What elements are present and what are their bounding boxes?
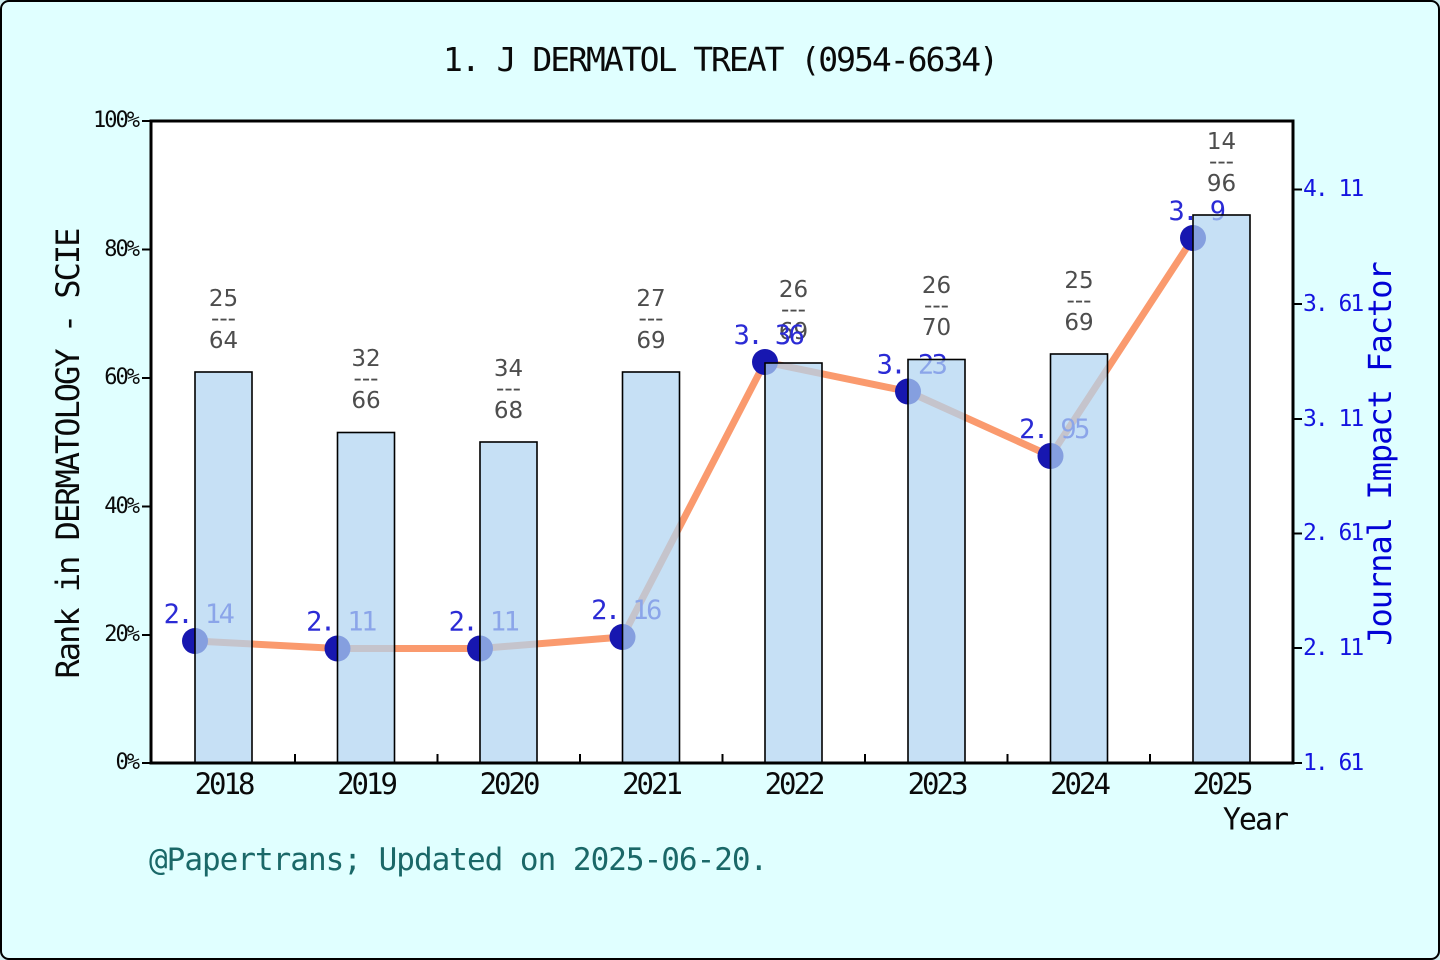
bar-2023 xyxy=(907,358,966,764)
bar-2021 xyxy=(621,371,681,764)
plot-border xyxy=(149,119,1295,765)
fraction-dash-2025: --- xyxy=(1209,149,1234,175)
fraction-den-2020: 68 xyxy=(494,398,523,424)
right-tick-3_11: 3. 11 xyxy=(1303,405,1364,432)
left-tick-0: 0% xyxy=(115,750,141,775)
fraction-num-2019: 32 xyxy=(351,346,380,372)
fraction-labels: 25 --- 64 32 --- 66 34 --- 68 27 --- 69 … xyxy=(209,129,1236,424)
fraction-num-2020: 34 xyxy=(494,356,523,382)
bar-2019 xyxy=(336,431,396,764)
fraction-num-2023: 26 xyxy=(922,273,951,299)
fraction-dash-2023: --- xyxy=(924,293,949,319)
right-tick-1_61: 1. 61 xyxy=(1303,750,1364,776)
left-tick-20: 20% xyxy=(104,622,140,647)
footer-credit: @Papertrans; Updated on 2025-06-20. xyxy=(149,842,768,878)
fraction-num-2022: 26 xyxy=(779,277,808,303)
right-tick-2_61: 2. 61 xyxy=(1303,520,1364,546)
bar-2018 xyxy=(194,371,253,764)
fraction-dash-2019: --- xyxy=(354,366,379,392)
fraction-dash-2018: --- xyxy=(211,306,236,332)
fraction-num-2018: 25 xyxy=(209,286,238,312)
fraction-den-2018: 64 xyxy=(209,328,238,354)
fraction-dash-2020: --- xyxy=(496,376,521,402)
bar-2025 xyxy=(1192,214,1251,764)
if-label-2022: 3. 36 xyxy=(734,320,804,351)
fraction-den-2021: 69 xyxy=(636,328,665,354)
x-tick-2022: 2022 xyxy=(764,767,826,801)
fraction-den-2024: 69 xyxy=(1064,310,1093,336)
bar-2024 xyxy=(1049,353,1109,764)
fraction-den-2025: 96 xyxy=(1207,171,1236,197)
left-tick-60: 60% xyxy=(104,365,140,390)
fraction-dash-2022: --- xyxy=(781,297,806,323)
fraction-num-2024: 25 xyxy=(1064,268,1093,294)
bar-2020 xyxy=(479,441,538,764)
left-tick-40: 40% xyxy=(104,493,140,519)
x-tick-2018: 2018 xyxy=(194,767,256,801)
x-tick-2021: 2021 xyxy=(622,767,683,801)
fraction-dash-2021: --- xyxy=(639,306,664,332)
x-tick-2024: 2024 xyxy=(1050,767,1111,801)
right-tick-4_11: 4. 11 xyxy=(1303,176,1364,202)
x-tick-2019: 2019 xyxy=(337,767,398,801)
chart-title: 1. J DERMATOL TREAT (0954-6634) xyxy=(443,40,999,79)
right-tick-2_11: 2. 11 xyxy=(1303,635,1364,661)
left-tick-80: 80% xyxy=(104,236,140,262)
fraction-num-2025: 14 xyxy=(1207,129,1236,155)
fraction-den-2023: 70 xyxy=(922,315,951,341)
x-tick-2020: 2020 xyxy=(479,767,541,801)
fraction-den-2019: 66 xyxy=(351,388,380,414)
left-tick-100: 100% xyxy=(93,108,140,133)
x-tick-2025: 2025 xyxy=(1192,767,1254,801)
fraction-den-2022: 69 xyxy=(779,319,808,345)
fraction-num-2021: 27 xyxy=(636,286,665,312)
bar-2022 xyxy=(764,362,823,764)
right-tick-3_61: 3. 61 xyxy=(1303,291,1364,317)
fraction-dash-2024: --- xyxy=(1067,288,1092,314)
x-tick-2023: 2023 xyxy=(907,767,969,801)
rank-bars xyxy=(194,214,1251,764)
x-axis-title: Year xyxy=(1222,802,1289,838)
